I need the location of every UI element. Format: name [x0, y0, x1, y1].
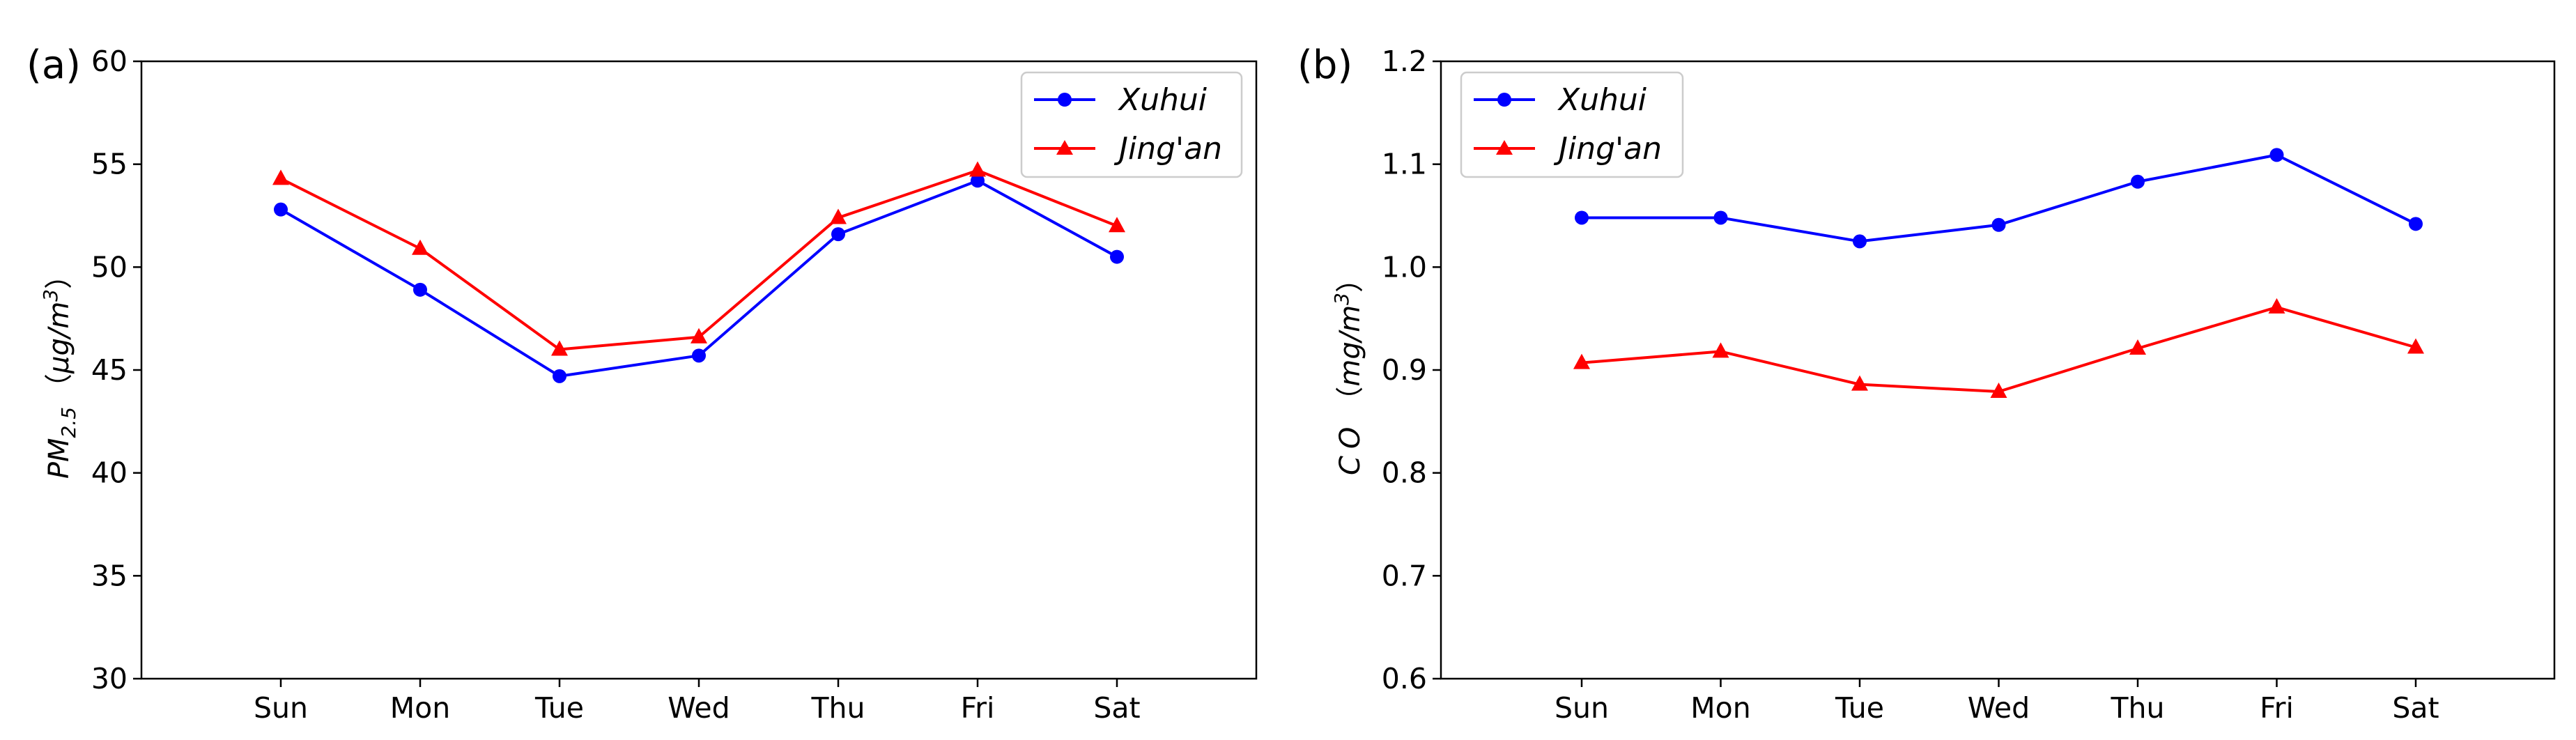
data-point-xuhui: [1991, 217, 2006, 232]
data-point-jingan: [412, 239, 429, 255]
data-point-jingan: [1573, 353, 1590, 369]
legend-marker-jingan: [1496, 140, 1513, 155]
y-tick-label: 0.8: [1382, 456, 1427, 490]
x-tick-label: Sun: [254, 691, 308, 725]
y-tick-label: 35: [91, 559, 128, 592]
data-point-xuhui: [2269, 148, 2284, 162]
y-tick-label: 1.1: [1382, 148, 1427, 181]
legend-marker-xuhui: [1497, 93, 1511, 107]
legend-label-jingan: Jing'an: [1113, 131, 1222, 167]
data-point-xuhui: [1713, 210, 1728, 225]
y-tick-label: 0.9: [1382, 353, 1427, 387]
data-point-xuhui: [1110, 249, 1124, 264]
panel-a: (a) 30 35 40 45 50 55 60 Sun Mon Tue Wed Thu Fri Sat…: [26, 43, 1258, 725]
x-tick-label: Fri: [2260, 691, 2294, 725]
legend-label-xuhui: Xuhui: [1118, 82, 1208, 118]
series-line-xuhui: [280, 179, 1118, 378]
y-label-close-paren: ）: [1334, 265, 1366, 293]
y-tick-label: 45: [91, 353, 128, 387]
data-point-jingan: [691, 327, 707, 344]
panel-label-a: (a): [26, 43, 81, 88]
y-tick-label: 30: [91, 662, 128, 695]
panel-b-legend: Xuhui Jing'an: [1460, 71, 1684, 178]
y-label-superscript: 3: [1330, 293, 1353, 305]
legend-marker-xuhui: [1058, 93, 1072, 107]
y-label-variable: CO: [1334, 420, 1366, 475]
y-label-unit: μg/m: [43, 302, 75, 374]
y-tick-label: 0.7: [1382, 559, 1427, 592]
data-point-xuhui: [553, 369, 566, 383]
data-point-jingan: [969, 161, 986, 177]
y-tick-label: 1.2: [1382, 45, 1427, 78]
x-tick-label: Sat: [1093, 691, 1140, 725]
series-line-jingan: [280, 169, 1118, 351]
y-tick-label: 40: [91, 456, 128, 490]
data-point-xuhui: [1575, 210, 1589, 225]
y-tick-label: 60: [91, 45, 128, 78]
data-point-xuhui: [2409, 217, 2423, 231]
data-point-jingan: [1990, 383, 2007, 399]
data-point-jingan: [551, 340, 568, 356]
y-label-variable: PM: [43, 438, 75, 479]
data-point-xuhui: [971, 174, 985, 188]
data-point-xuhui: [413, 282, 427, 297]
legend-label-jingan: Jing'an: [1553, 131, 1662, 167]
x-tick-label: Sat: [2392, 691, 2439, 725]
data-point-jingan: [1851, 375, 1868, 391]
data-point-jingan: [830, 208, 847, 224]
x-tick-label: Wed: [668, 691, 730, 725]
y-label-open-paren: （: [43, 373, 75, 401]
x-tick-label: Tue: [1835, 691, 1884, 725]
x-tick-label: Sun: [1555, 691, 1609, 725]
x-tick-label: Thu: [810, 691, 865, 725]
panel-a-series: [272, 161, 1125, 383]
y-label-subscript: 2.5: [57, 407, 80, 438]
legend-label-xuhui: Xuhui: [1557, 82, 1647, 118]
y-label-open-paren: （: [1334, 387, 1366, 415]
x-tick-label: Thu: [2110, 691, 2164, 725]
x-tick-label: Wed: [1968, 691, 2030, 725]
panel-b-y-ticks: 0.6 0.7 0.8 0.9 1.0 1.1 1.2: [1382, 45, 1441, 695]
panel-a-x-ticks: Sun Mon Tue Wed Thu Fri Sat: [254, 679, 1141, 725]
panel-b-x-ticks: Sun Mon Tue Wed Thu Fri Sat: [1555, 679, 2439, 725]
panel-a-legend: Xuhui Jing'an: [1020, 71, 1243, 178]
data-point-xuhui: [831, 227, 845, 242]
data-point-xuhui: [2131, 174, 2145, 189]
panel-a-y-axis-label: PM2.5 （μg/m3）: [39, 261, 80, 479]
x-tick-label: Tue: [534, 691, 584, 725]
y-tick-label: 50: [91, 250, 128, 284]
data-point-jingan: [1712, 342, 1729, 358]
panel-label-b: (b): [1297, 43, 1352, 88]
x-tick-label: Fri: [961, 691, 995, 725]
panel-b-y-axis-label: CO （mg/m3）: [1330, 265, 1366, 475]
y-label-close-paren: ）: [43, 261, 75, 289]
data-point-jingan: [272, 169, 289, 185]
panel-b: (b) 0.6 0.7 0.8 0.9 1.0 1.1 1.2 Sun Mon Tue Wed Th…: [1297, 43, 2556, 725]
data-point-xuhui: [274, 202, 288, 217]
data-point-xuhui: [692, 348, 706, 363]
panel-a-y-ticks: 30 35 40 45 50 55 60: [91, 45, 141, 695]
series-line-jingan: [1581, 305, 2416, 394]
data-point-xuhui: [1853, 234, 1867, 249]
data-point-jingan: [2129, 339, 2146, 355]
y-tick-label: 1.0: [1382, 250, 1427, 284]
data-point-jingan: [2407, 338, 2424, 354]
y-tick-label: 0.6: [1382, 662, 1427, 695]
y-label-unit: mg/m: [1334, 305, 1366, 387]
x-tick-label: Mon: [390, 691, 450, 725]
data-point-jingan: [1109, 217, 1125, 233]
x-tick-label: Mon: [1690, 691, 1750, 725]
legend-marker-jingan: [1056, 140, 1073, 155]
data-point-jingan: [2268, 298, 2285, 314]
y-label-superscript: 3: [39, 289, 62, 302]
panel-b-series: [1573, 148, 2424, 399]
y-tick-label: 55: [91, 148, 128, 181]
